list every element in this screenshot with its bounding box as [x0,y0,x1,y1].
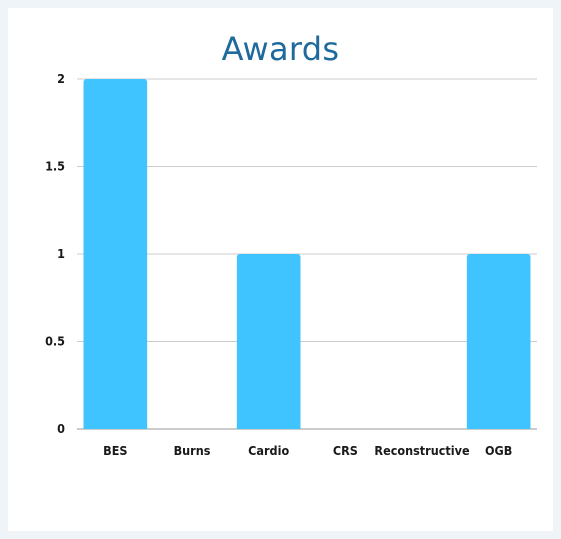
bars [83,79,531,429]
bar-base-cardio [236,425,301,429]
y-tick-label: 1.5 [45,159,65,174]
x-tick-label: Reconstructive [374,443,470,458]
y-tick-label: 0.5 [45,334,65,349]
x-tick-label: OGB [485,443,512,458]
x-tick-label: Burns [174,443,211,458]
x-tick-label: Cardio [248,443,289,458]
chart-title: Awards [221,30,340,68]
bar-base-ogb [466,425,531,429]
y-tick-label: 2 [57,71,65,86]
bar-bes [83,79,148,429]
bar-base-bes [83,425,148,429]
grid-lines [77,78,537,430]
x-tick-label: BES [103,443,127,458]
x-tick-label: CRS [333,443,358,458]
y-axis-ticks: 0 0.5 1 1.5 2 [45,71,65,436]
bar-cardio [236,254,301,429]
y-tick-label: 1 [57,246,65,261]
y-tick-label: 0 [57,421,65,436]
bar-ogb [466,254,531,429]
x-axis-labels: BES Burns Cardio CRS Reconstructive OGB [103,443,512,458]
